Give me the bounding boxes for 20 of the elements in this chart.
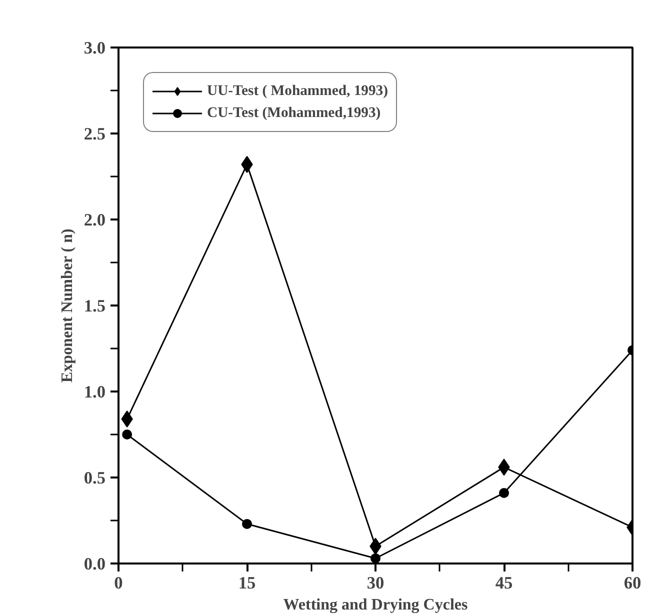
y-tick-label: 0.0	[84, 554, 106, 574]
point	[499, 488, 509, 498]
x-tick-label: 60	[624, 574, 642, 592]
point	[122, 430, 132, 440]
y-tick-label: 1.0	[84, 382, 106, 402]
x-tick-label: 45	[495, 574, 513, 592]
y-tick-label: 1.5	[84, 296, 106, 316]
point	[242, 518, 252, 529]
y-axis-title: Exponent Number ( n)	[58, 228, 76, 383]
x-tick-label: 0	[114, 574, 123, 592]
y-tick-label: 2.0	[84, 210, 106, 230]
x-tick-label: 30	[366, 574, 384, 592]
legend-label: CU-Test (Mohammed,1993)	[207, 104, 381, 122]
y-tick-label: 3.0	[84, 38, 106, 58]
legend-label: UU-Test ( Mohammed, 1993)	[207, 82, 388, 100]
y-tick-label: 0.5	[84, 468, 106, 488]
y-tick-label: 2.5	[84, 124, 106, 144]
x-axis-title: Wetting and Drying Cycles	[283, 596, 468, 614]
x-tick-label: 15	[238, 574, 256, 592]
point	[370, 553, 380, 564]
